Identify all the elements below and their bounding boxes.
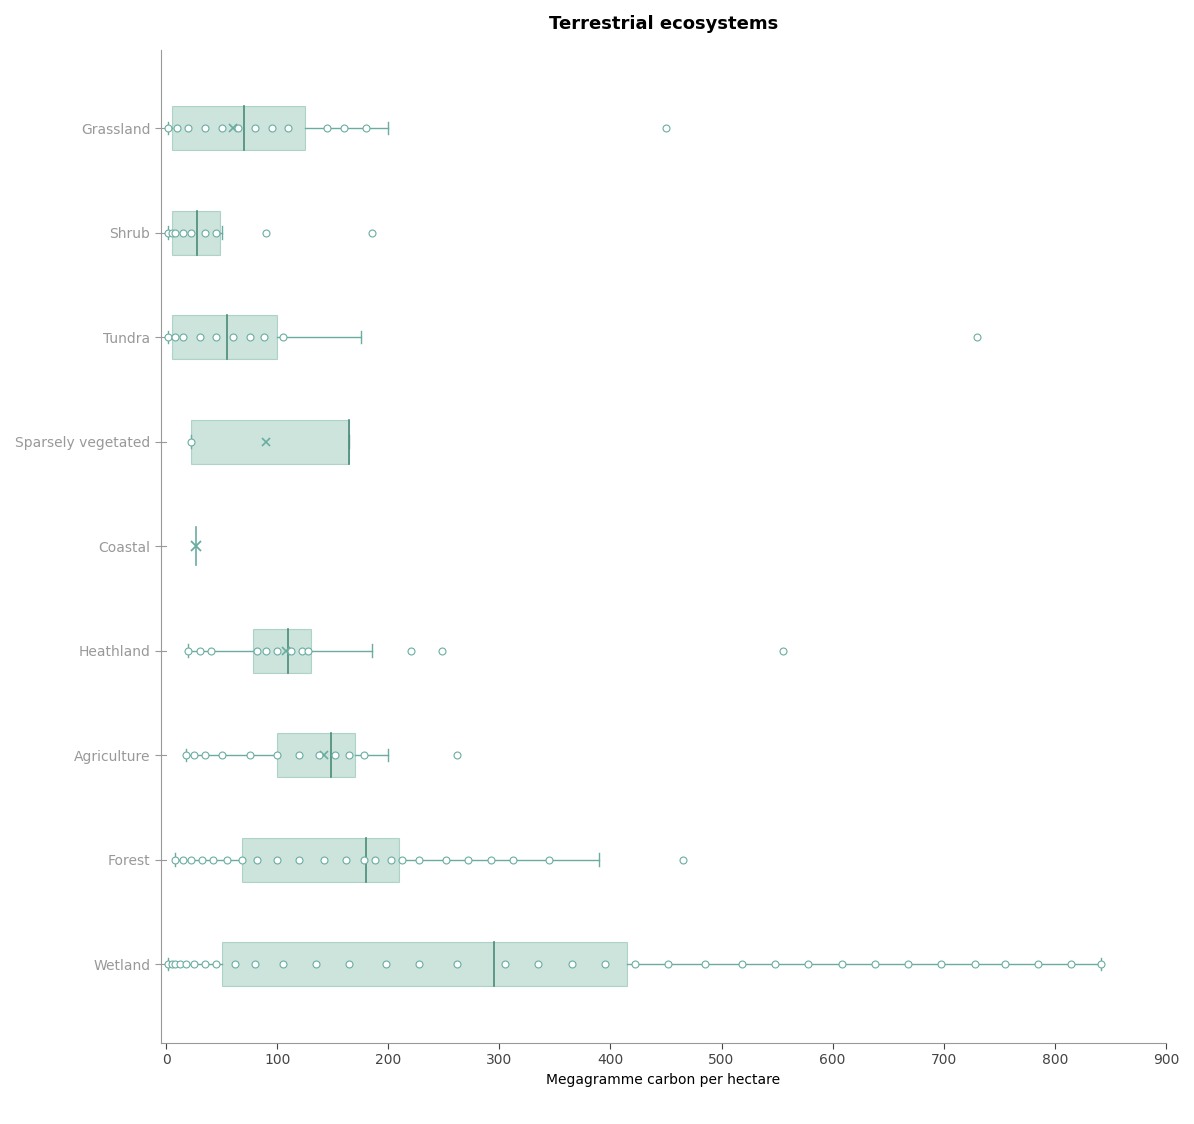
- Bar: [222, 942, 627, 986]
- Bar: [172, 315, 277, 360]
- Bar: [172, 211, 220, 255]
- Bar: [277, 733, 355, 777]
- X-axis label: Megagramme carbon per hectare: Megagramme carbon per hectare: [546, 1072, 781, 1087]
- Bar: [191, 419, 350, 463]
- Bar: [241, 837, 400, 881]
- Title: Terrestrial ecosystems: Terrestrial ecosystems: [548, 15, 777, 33]
- Bar: [253, 628, 310, 672]
- Bar: [172, 107, 304, 151]
